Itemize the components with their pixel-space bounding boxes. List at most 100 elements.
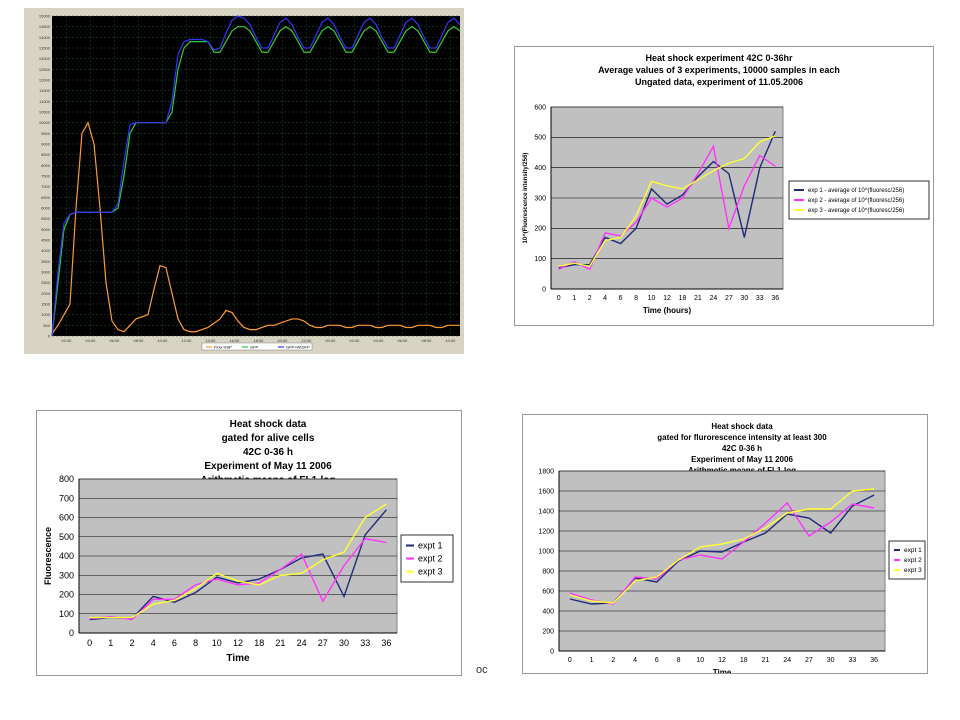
y-tick-label: 8500: [41, 152, 51, 157]
x-tick-label: 6: [172, 638, 177, 648]
x-tick-label: 14:00: [205, 338, 216, 343]
x-tick-label: 02:00: [61, 338, 72, 343]
y-tick-label: 100: [534, 256, 546, 263]
y-tick-label: 4500: [41, 238, 51, 243]
chart-title-line: Experiment of May 11 2006: [691, 455, 793, 464]
y-tick-label: 11500: [39, 88, 51, 93]
y-tick-label: 5500: [41, 216, 51, 221]
y-tick-label: 200: [534, 226, 546, 233]
y-tick-label: 0: [542, 286, 546, 293]
x-tick-label: 4: [151, 638, 156, 648]
stray-text: oc: [476, 664, 488, 676]
x-tick-label: 04:00: [373, 338, 384, 343]
x-tick-label: 08:00: [133, 338, 144, 343]
chart-gated-alive-svg: Heat shock data gated for alive cells 42…: [43, 419, 454, 664]
x-tick-label: 20:00: [277, 338, 288, 343]
x-tick-label: 8: [677, 657, 681, 664]
y-tick-label: 14000: [39, 35, 51, 40]
y-tick-label: 1500: [41, 302, 51, 307]
legend-label: exp 1 - average of 10^(fluoresc/256): [808, 188, 904, 194]
x-tick-label: 6: [655, 657, 659, 664]
y-tick-label: 7500: [41, 174, 51, 179]
chart-gated-fluorescence-svg: Heat shock data gated for flurorescence …: [538, 422, 926, 677]
x-tick-label: 24: [783, 657, 791, 664]
x-tick-label: 0: [557, 295, 561, 302]
x-tick-label: 24: [710, 295, 718, 302]
x-tick-label: 27: [805, 657, 813, 664]
x-tick-label: 16:00: [229, 338, 240, 343]
y-tick-label: 8000: [41, 163, 51, 168]
y-tick-label: 1400: [538, 508, 554, 515]
chart-title-line: 42C 0-36 h: [722, 444, 762, 453]
y-tick-label: 500: [534, 135, 546, 142]
plot-area: [558, 470, 886, 652]
x-tick-label: 12: [663, 295, 671, 302]
y-tick-label: 5000: [41, 227, 51, 232]
x-tick-label: 12: [718, 657, 726, 664]
y-tick-label: 3500: [41, 259, 51, 264]
legend-label: expt 2: [418, 554, 443, 564]
x-tick-label: 06:00: [109, 338, 120, 343]
legend-label: Flow HSP: [214, 345, 232, 350]
x-tick-label: 08:00: [421, 338, 432, 343]
y-tick-label: 9500: [41, 131, 51, 136]
x-tick-label: 0: [568, 657, 572, 664]
x-axis-label: Time: [713, 668, 732, 673]
series-line-1: [51, 121, 460, 335]
series-line-2: [51, 25, 461, 337]
y-tick-label: 6500: [41, 195, 51, 200]
legend-label: expt 1: [904, 547, 922, 554]
chart-title-line: Average values of 3 experiments, 10000 s…: [598, 65, 840, 75]
y-tick-label: 11000: [39, 99, 51, 104]
y-tick-label: 0: [550, 648, 554, 655]
x-tick-label: 8: [193, 638, 198, 648]
chart-title-line: gated for flurorescence intensity at lea…: [657, 433, 827, 442]
chart-time-course: 0 500 1000 1500 2000 2500 3000 3500 4000 4500 5000…: [24, 8, 464, 354]
x-tick-label: 18: [740, 657, 748, 664]
x-axis-label: Time (hours): [643, 306, 692, 315]
x-tick-label: 10: [212, 638, 222, 648]
x-tick-label: 18: [254, 638, 264, 648]
y-tick-label: 400: [59, 551, 74, 561]
x-tick-label: 12: [233, 638, 243, 648]
series-line-3: [569, 488, 875, 604]
x-tick-label: 0: [87, 638, 92, 648]
y-tick-label: 300: [59, 570, 74, 580]
x-tick-label: 10:00: [445, 338, 456, 343]
series-line-1: [89, 509, 387, 621]
x-tick-label: 4: [603, 295, 607, 302]
chart-ungated-average: Heat shock experiment 42C 0-36hr Average …: [514, 46, 934, 326]
y-tick-label: 700: [59, 493, 74, 503]
x-tick-label: 18:00: [253, 338, 264, 343]
y-tick-label: 500: [59, 532, 74, 542]
x-tick-label: 1: [108, 638, 113, 648]
x-tick-label: 4: [633, 657, 637, 664]
y-tick-label: 9000: [41, 142, 51, 147]
legend-box: [788, 180, 930, 220]
y-tick-label: 13500: [39, 46, 51, 51]
x-tick-label: 2: [129, 638, 134, 648]
y-tick-label: 13000: [39, 56, 51, 61]
y-tick-label: 2500: [41, 280, 51, 285]
legend-label: GFP+WtGFP: [286, 345, 310, 350]
x-tick-label: 33: [849, 657, 857, 664]
chart-title-line: Experiment of May 11 2006: [204, 461, 332, 472]
chart-title-line: gated for alive cells: [222, 433, 315, 444]
x-tick-label: 36: [771, 295, 779, 302]
legend-box: [201, 342, 313, 351]
x-tick-label: 27: [318, 638, 328, 648]
y-tick-label: 300: [534, 195, 546, 202]
x-tick-label: 2: [588, 295, 592, 302]
x-tick-label: 02:00: [349, 338, 360, 343]
y-tick-label: 3000: [41, 270, 51, 275]
x-tick-label: 18: [679, 295, 687, 302]
legend-label: exp 3 - average of 10^(fluoresc/256): [808, 208, 904, 214]
y-tick-label: 10500: [39, 110, 51, 115]
y-axis-label: 10^(Fluorescence intensity/256): [523, 153, 529, 244]
series-line-3: [51, 15, 461, 337]
y-tick-label: 1000: [538, 548, 554, 555]
x-tick-label: 10: [696, 657, 704, 664]
series-line-3: [89, 503, 387, 619]
y-axis-label: Fluorescence: [43, 527, 53, 585]
x-tick-label: 22:00: [301, 338, 312, 343]
